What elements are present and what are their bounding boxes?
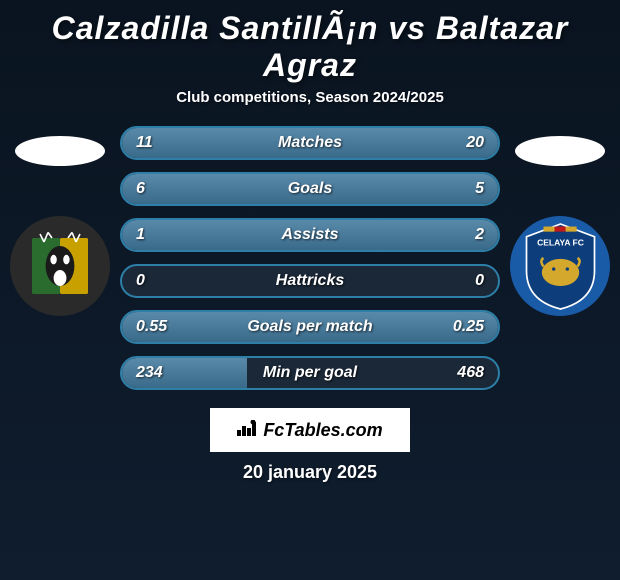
right-player-photo bbox=[515, 136, 605, 166]
stat-right-value: 468 bbox=[457, 364, 484, 382]
stat-row: 234 Min per goal 468 bbox=[120, 356, 500, 390]
date-text: 20 january 2025 bbox=[10, 462, 610, 483]
stat-left-value: 1 bbox=[136, 226, 145, 244]
logo-icon bbox=[237, 420, 257, 441]
right-team-column: CELAYA FC bbox=[510, 126, 610, 316]
stat-row: 6 Goals 5 bbox=[120, 172, 500, 206]
main-content: 11Matches206Goals51Assists20Hattricks00.… bbox=[10, 126, 610, 390]
page-subtitle: Club competitions, Season 2024/2025 bbox=[10, 89, 610, 126]
left-team-badge bbox=[10, 216, 110, 316]
stat-left-value: 0.55 bbox=[136, 318, 167, 336]
stat-label: Assists bbox=[282, 226, 339, 244]
svg-text:CELAYA FC: CELAYA FC bbox=[537, 237, 584, 247]
stat-row: 11 Matches 20 bbox=[120, 126, 500, 160]
stat-row: 1 Assists 2 bbox=[120, 218, 500, 252]
left-team-column bbox=[10, 126, 110, 316]
stat-label: Min per goal bbox=[263, 364, 357, 382]
stat-label: Hattricks bbox=[276, 272, 344, 290]
deer-badge-icon bbox=[20, 226, 100, 306]
stat-left-value: 6 bbox=[136, 180, 145, 198]
stat-left-value: 0 bbox=[136, 272, 145, 290]
stat-fill-right bbox=[327, 174, 498, 204]
right-team-badge: CELAYA FC bbox=[510, 216, 610, 316]
main-container: Calzadilla SantillÃ¡n vs Baltazar Agraz … bbox=[0, 0, 620, 483]
bull-badge-icon: CELAYA FC bbox=[518, 219, 603, 314]
stat-right-value: 0.25 bbox=[453, 318, 484, 336]
stats-column: 11Matches206Goals51Assists20Hattricks00.… bbox=[120, 126, 500, 390]
stat-left-value: 234 bbox=[136, 364, 163, 382]
stat-row: 0 Hattricks 0 bbox=[120, 264, 500, 298]
stat-label: Matches bbox=[278, 134, 342, 152]
stat-left-value: 11 bbox=[136, 134, 153, 152]
stat-right-value: 0 bbox=[475, 272, 484, 290]
fctables-logo: FcTables.com bbox=[210, 408, 410, 452]
logo-text: FcTables.com bbox=[263, 420, 382, 441]
stat-label: Goals bbox=[288, 180, 332, 198]
page-title: Calzadilla SantillÃ¡n vs Baltazar Agraz bbox=[10, 0, 610, 89]
stat-label: Goals per match bbox=[247, 318, 372, 336]
stat-right-value: 20 bbox=[466, 134, 484, 152]
left-player-photo bbox=[15, 136, 105, 166]
stat-right-value: 5 bbox=[475, 180, 484, 198]
stat-row: 0.55 Goals per match 0.25 bbox=[120, 310, 500, 344]
stat-right-value: 2 bbox=[475, 226, 484, 244]
